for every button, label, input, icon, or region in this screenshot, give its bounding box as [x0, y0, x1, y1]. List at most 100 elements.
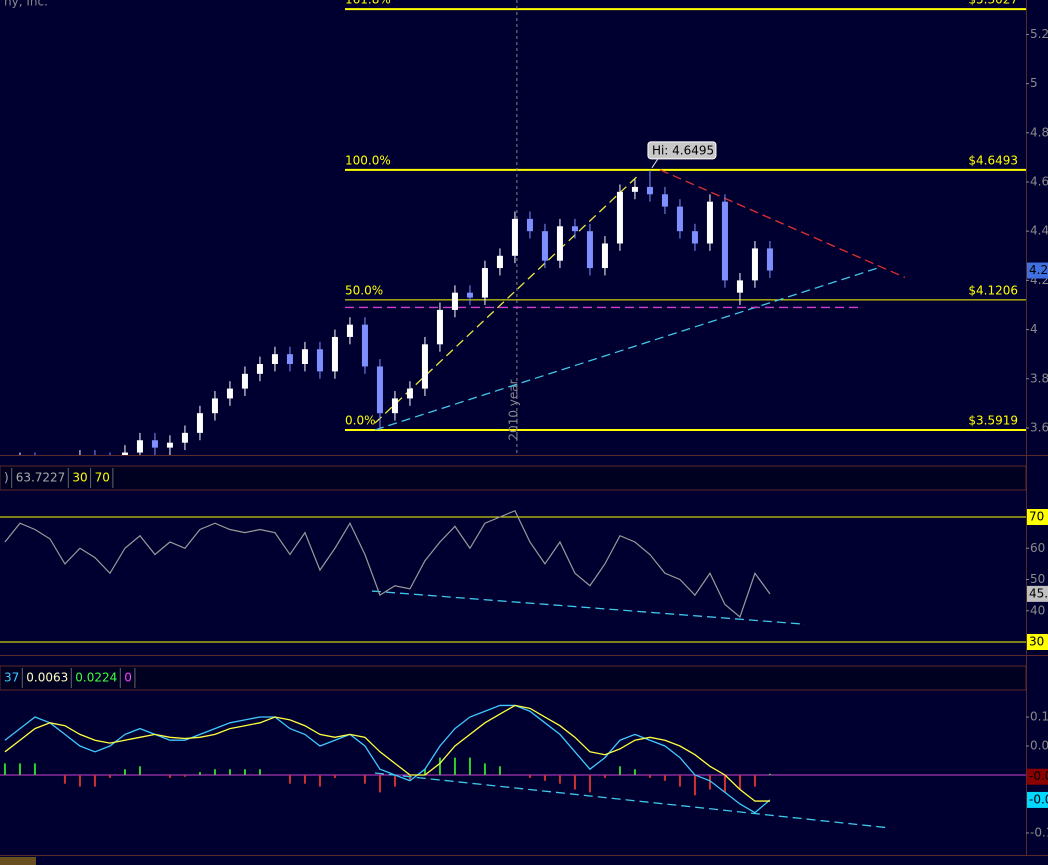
candle-body: [751, 248, 758, 281]
histogram-bar: [528, 774, 531, 778]
histogram-bar: [288, 774, 291, 784]
trendline: [374, 266, 881, 431]
candle-body: [631, 186, 638, 192]
histogram-bar: [738, 774, 741, 790]
histogram-bar: [468, 757, 471, 775]
level-label: 30: [1029, 635, 1044, 649]
rsi-line: [4, 509, 771, 619]
y-tick-label: -0.1: [1030, 825, 1048, 839]
y-tick-label: 3.8: [1030, 371, 1048, 385]
fib-price: $3.5919: [968, 413, 1018, 427]
candle-body: [436, 309, 443, 345]
candle-body: [496, 255, 503, 269]
histogram-bar: [423, 769, 426, 775]
macd-value-box: [1027, 791, 1048, 808]
candle-body: [346, 324, 353, 337]
candle-body: [421, 344, 428, 389]
candle-body: [241, 373, 248, 389]
level-label: 70: [1029, 510, 1044, 524]
histogram-bar: [588, 774, 591, 793]
y-tick-label: 5.2: [1030, 27, 1048, 41]
histogram-bar: [483, 763, 486, 775]
histogram-bar: [63, 774, 66, 784]
fib-price: $4.1206: [968, 283, 1018, 297]
y-tick-label: 4.8: [1030, 125, 1048, 139]
histogram-bar: [123, 769, 126, 775]
histogram-bar: [618, 766, 621, 775]
histogram-bar: [183, 774, 186, 777]
macd-header: [0, 665, 1027, 691]
header-value: 30: [72, 471, 87, 485]
candle-body: [406, 388, 413, 399]
histogram-bar: [18, 763, 21, 775]
histogram-bar: [393, 774, 396, 787]
candle-body: [181, 432, 188, 443]
histogram-bar: [33, 763, 36, 775]
histogram-bar: [78, 774, 81, 787]
header-value: 0.0224: [75, 671, 117, 685]
high-callout: [647, 141, 717, 160]
histogram-bar: [723, 774, 726, 793]
histogram-bar: [213, 769, 216, 775]
histogram-bar: [363, 774, 366, 784]
candle-body: [481, 268, 488, 298]
y-tick-label: 4.4: [1030, 224, 1048, 238]
histogram-bar: [603, 774, 606, 778]
candle-body: [691, 231, 698, 244]
last-rsi-box: [1027, 585, 1048, 602]
candle-body: [646, 186, 653, 195]
histogram-bar: [198, 772, 201, 775]
histogram-bar: [543, 774, 546, 781]
histogram-bar: [303, 774, 306, 784]
y-tick-label: 4.6: [1030, 175, 1048, 189]
fib-percent: 0.0%: [345, 413, 376, 427]
trendline: [371, 590, 805, 625]
plot-area: 161.8% $5.3027 100.0% $4.6493 50.0% $4.1206 0.…: [19, 0, 1026, 455]
histogram-bar: [408, 774, 411, 781]
candle-body: [586, 231, 593, 269]
histogram-bar: [498, 766, 501, 775]
rsi-header: [0, 465, 1027, 491]
histogram-bar: [333, 774, 336, 778]
chart-title: ny, Inc.: [4, 0, 48, 9]
y-tick-label: 3.6: [1030, 420, 1048, 434]
candle-body: [211, 398, 218, 414]
header-value: 0.0063: [26, 671, 68, 685]
trendline: [374, 772, 889, 829]
last-rsi-box-label: 45.: [1029, 586, 1048, 600]
level-box: [1027, 634, 1048, 650]
candle-body: [331, 336, 338, 372]
histogram-bar: [693, 774, 696, 796]
candle-body: [391, 398, 398, 414]
scroll-tab[interactable]: [0, 857, 36, 865]
histogram-bar: [768, 773, 771, 775]
trendline: [659, 169, 906, 279]
macd-value-box-label: -0.0: [1029, 769, 1048, 783]
histogram-bar: [453, 757, 456, 775]
header-value: 0: [124, 671, 132, 685]
candle-body: [541, 231, 548, 261]
candle-body: [721, 201, 728, 281]
histogram-bar: [318, 774, 321, 787]
histogram-bar: [438, 757, 441, 775]
fib-percent: 161.8%: [345, 0, 391, 7]
histogram-bar: [678, 774, 681, 787]
header-value: 70: [95, 471, 110, 485]
candle-body: [226, 388, 233, 399]
y-tick-label: 60: [1030, 541, 1045, 555]
histogram-bar: [228, 769, 231, 775]
period-label: 2010 year: [506, 379, 520, 440]
histogram-bar: [138, 766, 141, 775]
candle-body: [526, 218, 533, 232]
level-box: [1027, 509, 1048, 525]
candle-body: [121, 452, 128, 455]
candle-body: [676, 206, 683, 232]
histogram-bar: [558, 774, 561, 784]
candle-body: [361, 324, 368, 367]
candle-body: [766, 248, 773, 271]
last-price-box: [1027, 262, 1048, 279]
candle-body: [301, 349, 308, 364]
histogram-bar: [648, 774, 651, 778]
histogram-bar: [708, 774, 711, 790]
candle-body: [451, 292, 458, 310]
